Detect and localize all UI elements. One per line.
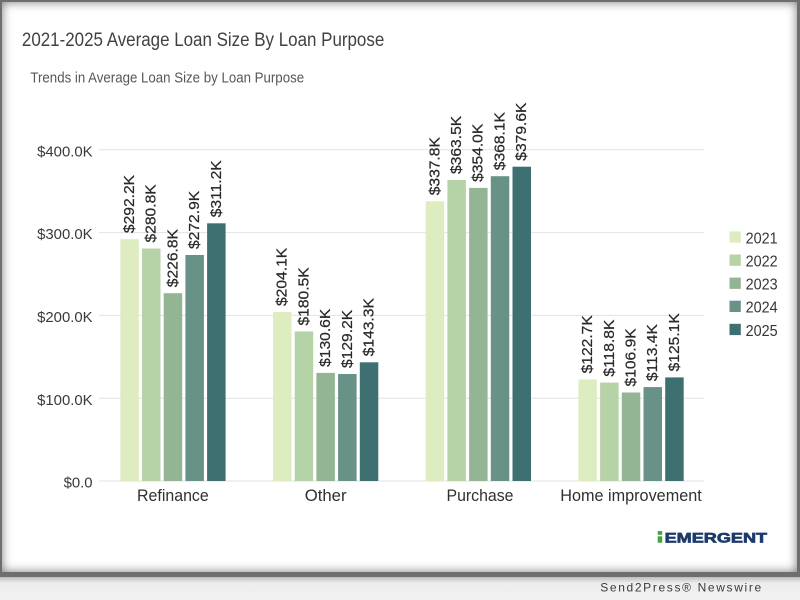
svg-text:EMERGENT: EMERGENT: [665, 531, 768, 546]
svg-text:$272.9K: $272.9K: [186, 191, 202, 249]
svg-text:$354.0K: $354.0K: [470, 124, 486, 182]
svg-text:$118.8K: $118.8K: [601, 320, 617, 377]
svg-text:2023: 2023: [746, 276, 778, 294]
svg-text:$280.8K: $280.8K: [143, 184, 159, 242]
svg-text:$130.6K: $130.6K: [317, 309, 333, 367]
svg-text:$143.3K: $143.3K: [361, 298, 377, 356]
svg-text:$100.0K: $100.0K: [37, 393, 93, 409]
svg-text:2021-2025 Average Loan Size By: 2021-2025 Average Loan Size By Loan Purp…: [22, 29, 384, 50]
svg-text:Trends in Average Loan Size by: Trends in Average Loan Size by Loan Purp…: [30, 70, 304, 87]
svg-text:$368.1K: $368.1K: [492, 112, 508, 170]
svg-text:2025: 2025: [746, 322, 778, 340]
svg-text:Home improvement: Home improvement: [560, 488, 702, 506]
svg-text:Purchase: Purchase: [447, 488, 514, 506]
svg-text:$0.0: $0.0: [64, 476, 93, 492]
svg-text:Refinance: Refinance: [137, 488, 209, 506]
svg-text:$200.0K: $200.0K: [37, 310, 93, 326]
svg-text:$106.9K: $106.9K: [623, 328, 639, 386]
svg-text:$226.8K: $226.8K: [165, 229, 181, 287]
svg-text:$292.2K: $292.2K: [121, 175, 137, 233]
svg-text:2021: 2021: [746, 230, 778, 248]
svg-text:$379.6K: $379.6K: [514, 103, 530, 161]
svg-text:Other: Other: [305, 488, 348, 506]
svg-text:$129.2K: $129.2K: [339, 310, 355, 368]
svg-text:$113.4K: $113.4K: [645, 324, 661, 381]
svg-text:$337.8K: $337.8K: [427, 137, 443, 195]
svg-text:Send2Press® Newswire: Send2Press® Newswire: [600, 581, 763, 595]
svg-text:$180.5K: $180.5K: [296, 267, 312, 325]
svg-text:$204.1K: $204.1K: [274, 248, 290, 306]
svg-text:$300.0K: $300.0K: [37, 227, 93, 243]
svg-text:2024: 2024: [746, 299, 778, 317]
svg-text:$311.2K: $311.2K: [208, 160, 224, 217]
svg-text:$400.0K: $400.0K: [37, 144, 93, 160]
svg-text:$125.1K: $125.1K: [666, 313, 682, 371]
svg-text:$363.5K: $363.5K: [448, 116, 464, 174]
svg-text:2022: 2022: [746, 253, 778, 271]
svg-text:$122.7K: $122.7K: [579, 315, 595, 373]
